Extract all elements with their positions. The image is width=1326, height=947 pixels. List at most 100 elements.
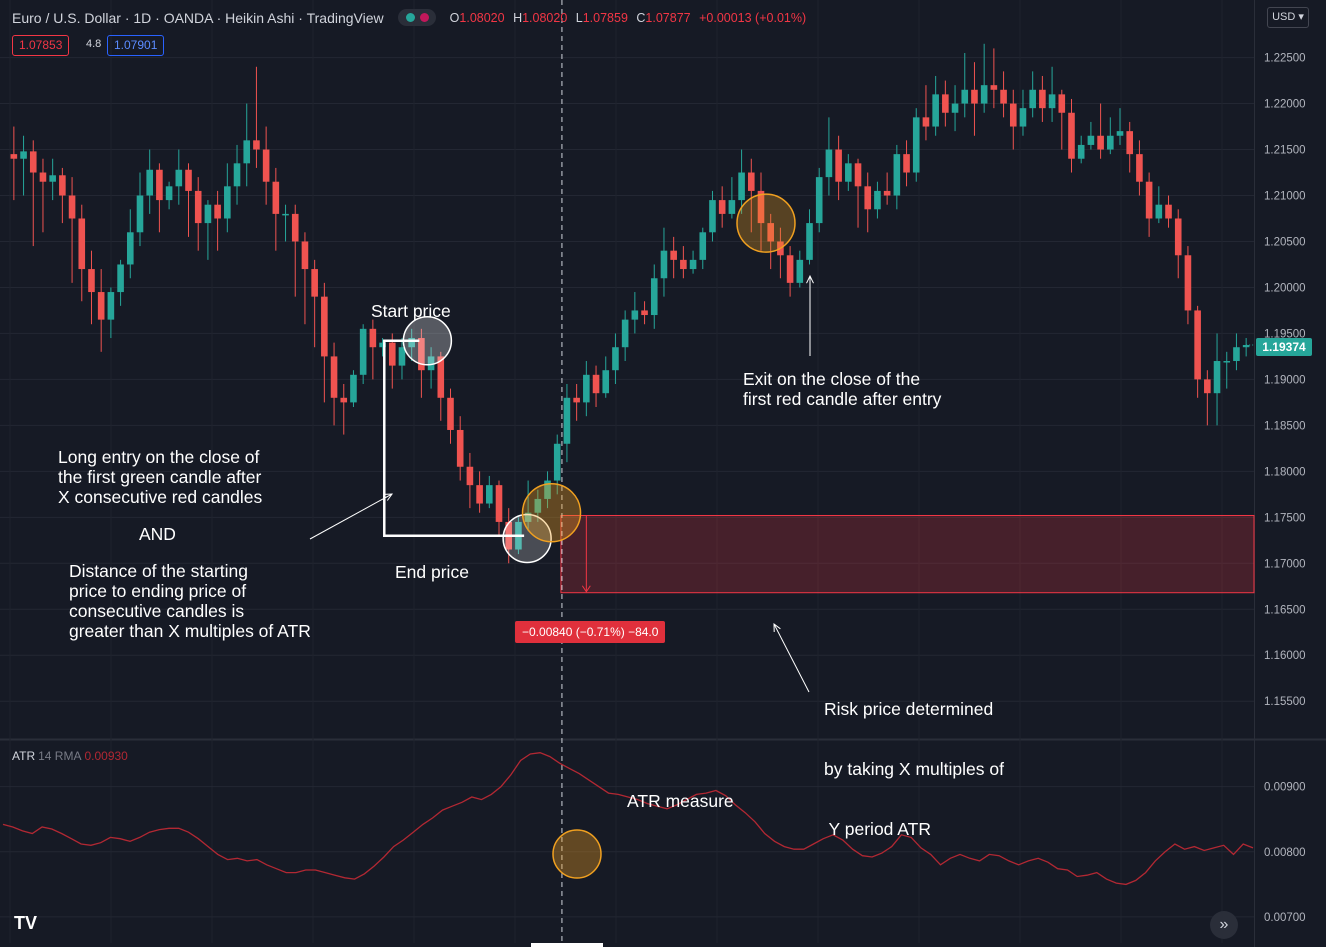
- price-axis-tick-label: 1.18500: [1264, 420, 1306, 432]
- candle-down: [437, 351, 445, 421]
- candle-down: [301, 232, 309, 325]
- candle-up: [709, 190, 716, 242]
- candle-body: [718, 200, 726, 214]
- atr-measure-highlight-circle: [552, 829, 602, 879]
- candle-down: [330, 342, 338, 426]
- candle-body: [1223, 361, 1231, 363]
- candle-body: [204, 204, 212, 224]
- ohlc-high-value: 1.08020: [522, 10, 568, 25]
- candle-down: [39, 158, 47, 233]
- candle-body: [1029, 89, 1036, 109]
- candle-body: [815, 177, 823, 224]
- candle-body: [350, 374, 357, 403]
- candle-down: [97, 269, 105, 352]
- candle-up: [1223, 351, 1231, 389]
- candle-body: [680, 259, 687, 270]
- candle-body: [922, 117, 930, 127]
- candle-body: [165, 186, 173, 201]
- annotation-line: the first green candle after: [58, 467, 262, 487]
- candle-body: [282, 213, 289, 216]
- candle-body: [1068, 112, 1075, 159]
- candle-body: [893, 154, 901, 196]
- candle-body: [1077, 144, 1085, 159]
- annotation-and: AND: [139, 524, 176, 544]
- candle-down: [156, 163, 163, 233]
- candle-body: [553, 443, 561, 481]
- candle-up: [1087, 121, 1095, 150]
- candle-body: [932, 94, 939, 127]
- candle-down: [592, 365, 600, 407]
- ohlc-close-value: 1.07877: [645, 10, 691, 25]
- candle-body: [806, 223, 813, 260]
- candle-body: [126, 232, 134, 265]
- candle-up: [20, 135, 27, 196]
- buy-price-button[interactable]: 1.07901: [107, 35, 165, 56]
- arrowhead: [806, 274, 814, 284]
- candle-body: [495, 485, 503, 522]
- candle-body: [874, 190, 881, 210]
- annotation-end-price: End price: [395, 562, 469, 582]
- ohlc-low-value: 1.07859: [582, 10, 628, 25]
- exit-highlight-circle: [736, 193, 796, 253]
- currency-dropdown[interactable]: USD ▾: [1267, 7, 1309, 28]
- candle-down: [321, 282, 328, 403]
- candle-down: [1039, 75, 1046, 122]
- candle-body: [524, 512, 532, 522]
- candle-body: [398, 347, 406, 366]
- annotation-line: price to ending price of: [69, 581, 247, 601]
- candle-up: [544, 471, 551, 509]
- tradingview-logo-icon[interactable]: TV: [14, 913, 38, 933]
- candle-body: [476, 485, 483, 504]
- start-price-highlight-circle: [402, 316, 453, 366]
- candle-body: [59, 175, 66, 196]
- candle-body: [68, 195, 76, 219]
- candle-body: [447, 397, 454, 430]
- price-axis-tick-label: 1.19000: [1264, 374, 1306, 386]
- sell-price-button[interactable]: 1.07853: [12, 35, 70, 56]
- symbol-title[interactable]: Euro / U.S. Dollar · 1D · OANDA · Heikin…: [12, 9, 384, 26]
- candle-up: [165, 181, 173, 210]
- candle-body: [291, 213, 299, 242]
- candle-up: [738, 149, 745, 214]
- price-axis-tick-label: 1.20000: [1264, 282, 1306, 294]
- candle-up: [398, 338, 406, 380]
- measure-tool-label[interactable]: −0.00840 (−0.71%) −84.0: [515, 621, 666, 643]
- price-axis-tick-label: 1.16500: [1264, 604, 1306, 616]
- candle-down: [466, 452, 474, 509]
- candle-body: [534, 498, 542, 513]
- annotation-exit-rule: Exit on the close of the first red candl…: [743, 369, 941, 409]
- measure-arrowhead: [581, 585, 591, 593]
- candle-body: [301, 241, 309, 270]
- candle-body: [194, 190, 202, 224]
- market-status-toggle[interactable]: [397, 9, 436, 26]
- candle-down: [1097, 103, 1104, 159]
- candle-down: [495, 480, 503, 536]
- candle-up: [612, 333, 619, 384]
- candle-up: [912, 108, 920, 182]
- candle-body: [670, 250, 677, 260]
- candle-down: [59, 167, 66, 224]
- candle-up: [243, 103, 251, 187]
- candle-down: [670, 236, 677, 279]
- candle-body: [1126, 131, 1134, 155]
- candle-body: [942, 94, 949, 113]
- candle-body: [757, 190, 765, 224]
- candle-body: [486, 485, 493, 504]
- candle-body: [175, 169, 183, 187]
- ohlc-change-value: +0.00013 (+0.01%): [699, 10, 807, 25]
- candle-up: [1019, 89, 1027, 136]
- arrow-shaft: [773, 623, 810, 693]
- candle-body: [97, 292, 105, 320]
- candle-body: [621, 319, 629, 348]
- candle-down: [78, 204, 86, 302]
- candle-body: [156, 169, 163, 201]
- candle-up: [563, 384, 571, 463]
- candle-down: [573, 384, 580, 421]
- scroll-to-realtime-button[interactable]: »: [1210, 911, 1238, 939]
- atr-indicator-legend[interactable]: ATR 14 RMA 0.00930: [12, 749, 128, 763]
- candle-up: [224, 163, 231, 233]
- candle-up: [631, 292, 639, 334]
- candle-body: [544, 480, 551, 499]
- candle-up: [282, 204, 289, 242]
